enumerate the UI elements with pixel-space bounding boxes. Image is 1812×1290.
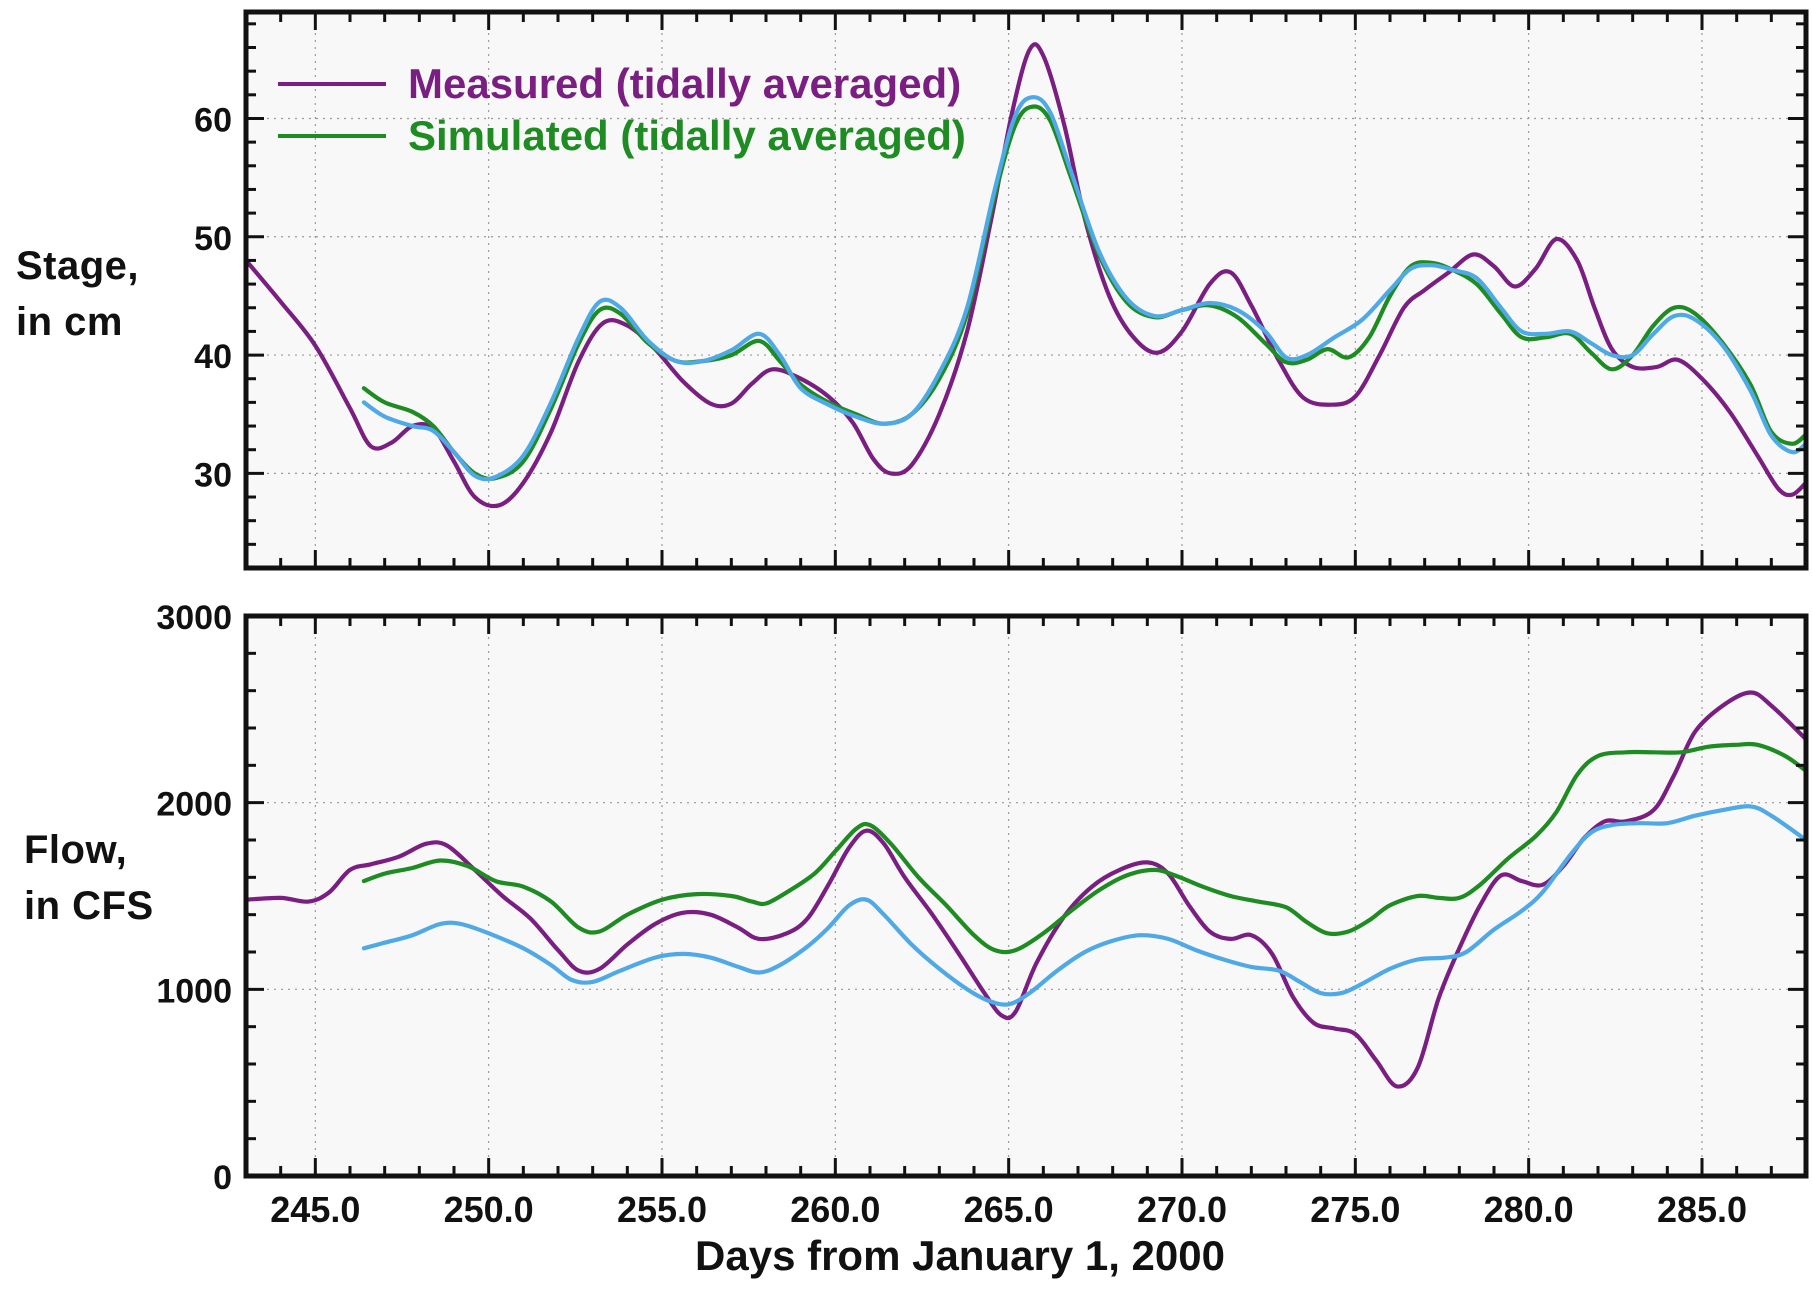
stage-series-line-third [361,95,1806,482]
stage-ylabel-line1: Stage, [16,244,140,288]
stage-panel: 30 40 50 60 Measured (tidally averaged) Simul… [194,9,1809,571]
stage-ytick-label: 40 [194,338,232,376]
flow-xtick-label: 285.0 [1657,1189,1747,1230]
flow-xtick-label: 275.0 [1310,1189,1400,1230]
legend-label-simulated: Simulated (tidally averaged) [408,112,966,159]
flow-series [246,690,1806,1089]
flow-xtick-label: 245.0 [270,1189,360,1230]
stage-frame [243,9,1809,571]
flow-panel: 0 1000 2000 3000 245.0 250.0 255.0 260.0 265.0 27… [156,599,1809,1230]
stage-ylabel-line2: in cm [16,300,123,344]
flow-ytick-label: 3000 [156,599,232,637]
stage-ytick-label: 30 [194,456,232,494]
stage-ytick-label: 50 [194,220,232,258]
flow-ytick-label: 1000 [156,972,232,1010]
flow-ylabel-line1: Flow, [24,828,128,872]
flow-xtick-label: 250.0 [444,1189,534,1230]
stage-ytick-label: 60 [194,101,232,139]
stage-ylabel: Stage, in cm [16,238,139,350]
flow-ylabel: Flow, in CFS [24,822,154,934]
flow-xtick-label: 265.0 [964,1189,1054,1230]
flow-series-line-measured [246,690,1806,1089]
stage-series-line-measured [246,42,1806,509]
flow-series-line-third [361,804,1806,1007]
flow-xtick-label: 280.0 [1484,1189,1574,1230]
legend: Measured (tidally averaged) Simulated (ti… [278,60,966,159]
flow-xtick-label: 255.0 [617,1189,707,1230]
flow-xtick-label: 270.0 [1137,1189,1227,1230]
stage-series [246,42,1806,509]
flow-xtick-label: 260.0 [790,1189,880,1230]
flow-plot-area [246,616,1806,1176]
x-axis-label: Days from January 1, 2000 [695,1232,1225,1279]
flow-frame [243,613,1809,1179]
flow-series-line-simulated [361,741,1806,955]
flow-ylabel-line2: in CFS [24,884,154,928]
flow-ytick-label: 0 [213,1159,232,1197]
legend-label-measured: Measured (tidally averaged) [408,60,961,107]
flow-ytick-label: 2000 [156,786,232,824]
